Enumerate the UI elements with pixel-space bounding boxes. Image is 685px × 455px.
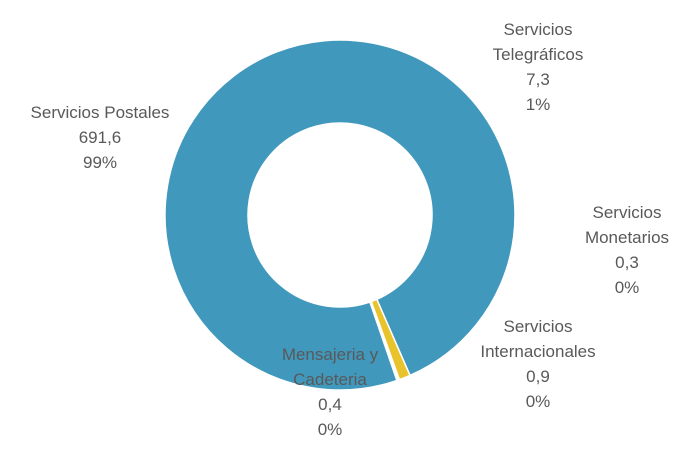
percent-label: 0%: [318, 420, 343, 439]
category-label: Servicios Monetarios: [585, 203, 669, 247]
value-label: 691,6: [79, 128, 122, 147]
data-label: Servicios Telegráficos 7,3 1%: [493, 20, 584, 114]
value-label: 0,3: [615, 253, 639, 272]
data-label: Servicios Postales 691,6 99%: [31, 103, 170, 172]
percent-label: 1%: [526, 95, 551, 114]
value-label: 0,9: [526, 367, 550, 386]
percent-label: 99%: [83, 153, 117, 172]
percent-label: 0%: [526, 392, 551, 411]
data-label: Servicios Internacionales 0,9 0%: [480, 317, 595, 411]
category-label: Mensajeria y Cadeteria: [282, 345, 379, 389]
category-label: Servicios Telegráficos: [493, 20, 584, 64]
category-label: Servicios Internacionales: [480, 317, 595, 361]
slice: [164, 39, 516, 391]
percent-label: 0%: [615, 278, 640, 297]
category-label: Servicios Postales: [31, 103, 170, 122]
data-label: Servicios Monetarios 0,3 0%: [585, 203, 669, 297]
data-label: Mensajeria y Cadeteria 0,4 0%: [282, 345, 379, 439]
value-label: 0,4: [318, 395, 342, 414]
slice: [368, 300, 399, 382]
value-label: 7,3: [526, 70, 550, 89]
